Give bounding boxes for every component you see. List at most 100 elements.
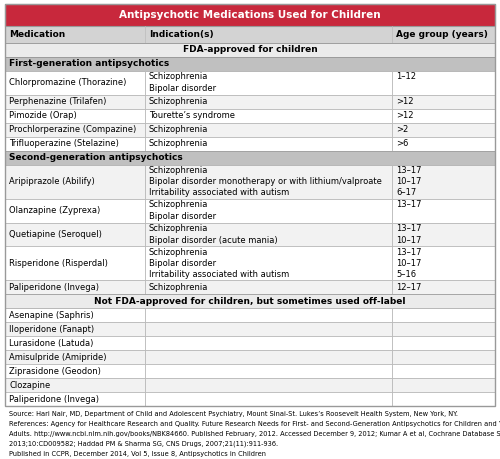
Bar — [392, 109, 495, 123]
Bar — [144, 280, 392, 294]
Text: Bipolar disorder: Bipolar disorder — [148, 259, 216, 268]
Text: 6–17: 6–17 — [396, 188, 416, 197]
Bar — [5, 246, 144, 280]
Bar — [5, 350, 144, 364]
Bar — [5, 165, 144, 199]
Text: Age group (years): Age group (years) — [396, 30, 488, 39]
Text: FDA-approved for children: FDA-approved for children — [182, 45, 318, 54]
Text: Irritability associated with autism: Irritability associated with autism — [148, 188, 289, 197]
Bar — [5, 43, 495, 57]
Text: Perphenazine (Trilafen): Perphenazine (Trilafen) — [9, 97, 106, 106]
Bar — [5, 199, 144, 223]
Bar — [144, 336, 392, 350]
Bar — [144, 378, 392, 392]
Text: Bipolar disorder monotherapy or with lithium/valproate: Bipolar disorder monotherapy or with lit… — [148, 177, 382, 186]
Bar — [392, 308, 495, 322]
Text: Source: Hari Nair, MD, Department of Child and Adolescent Psychiatry, Mount Sina: Source: Hari Nair, MD, Department of Chi… — [9, 411, 458, 417]
Bar — [392, 109, 495, 123]
Text: Antipsychotic Medications Used for Children: Antipsychotic Medications Used for Child… — [119, 10, 381, 20]
Bar — [144, 165, 392, 199]
Bar — [5, 151, 495, 165]
Bar — [144, 109, 392, 123]
Text: Iloperidone (Fanapt): Iloperidone (Fanapt) — [9, 325, 94, 334]
Bar — [5, 109, 144, 123]
Bar — [392, 165, 495, 199]
Bar — [144, 223, 392, 246]
Text: Irritability associated with autism: Irritability associated with autism — [148, 270, 289, 279]
Bar — [5, 322, 144, 336]
Bar — [392, 378, 495, 392]
Bar — [392, 199, 495, 223]
Bar — [144, 223, 392, 246]
Bar — [5, 123, 144, 137]
Bar — [392, 322, 495, 336]
Text: 5–16: 5–16 — [396, 270, 416, 279]
Text: Schizophrenia: Schizophrenia — [148, 73, 208, 81]
Text: Schizophrenia: Schizophrenia — [148, 166, 208, 175]
Bar — [5, 223, 144, 246]
Bar — [144, 199, 392, 223]
Bar — [392, 364, 495, 378]
Bar — [392, 392, 495, 406]
Bar — [392, 95, 495, 109]
Text: Bipolar disorder: Bipolar disorder — [148, 84, 216, 93]
Bar — [5, 151, 495, 165]
Text: 12–17: 12–17 — [396, 283, 421, 292]
Bar — [392, 336, 495, 350]
Text: 1–12: 1–12 — [396, 73, 416, 81]
Bar — [392, 378, 495, 392]
Bar — [392, 280, 495, 294]
Text: Schizophrenia: Schizophrenia — [148, 125, 208, 134]
Text: References: Agency for Healthcare Research and Quality. Future Research Needs fo: References: Agency for Healthcare Resear… — [9, 421, 500, 427]
Bar — [144, 71, 392, 95]
Bar — [144, 350, 392, 364]
Text: Schizophrenia: Schizophrenia — [148, 283, 208, 292]
Bar — [392, 350, 495, 364]
Bar — [392, 199, 495, 223]
Text: 13–17: 13–17 — [396, 166, 421, 175]
Bar — [392, 336, 495, 350]
Bar — [144, 95, 392, 109]
Bar — [5, 95, 144, 109]
Bar — [5, 26, 495, 43]
Bar — [392, 137, 495, 151]
Bar — [5, 165, 144, 199]
Text: 2013;10:CD009582; Haddad PM & Sharma SG, CNS Drugs, 2007;21(11):911-936.: 2013;10:CD009582; Haddad PM & Sharma SG,… — [9, 441, 278, 447]
Bar — [144, 246, 392, 280]
Text: Trifluoperazine (Stelazine): Trifluoperazine (Stelazine) — [9, 139, 119, 148]
Bar — [144, 336, 392, 350]
Text: 13–17: 13–17 — [396, 224, 421, 233]
Bar — [5, 57, 495, 71]
Bar — [144, 246, 392, 280]
Bar — [392, 95, 495, 109]
Text: Prochlorperazine (Compazine): Prochlorperazine (Compazine) — [9, 125, 136, 134]
Bar — [392, 223, 495, 246]
Bar — [144, 322, 392, 336]
Text: Paliperidone (Invega): Paliperidone (Invega) — [9, 283, 99, 292]
Bar — [5, 246, 144, 280]
Bar — [5, 280, 144, 294]
Text: Olanzapine (Zyprexa): Olanzapine (Zyprexa) — [9, 206, 100, 215]
Bar — [5, 392, 144, 406]
Bar — [392, 364, 495, 378]
Text: Pimozide (Orap): Pimozide (Orap) — [9, 111, 77, 120]
Bar — [392, 308, 495, 322]
Bar — [144, 280, 392, 294]
Bar — [5, 199, 144, 223]
Bar — [392, 123, 495, 137]
Text: >12: >12 — [396, 111, 413, 120]
Bar — [5, 137, 144, 151]
Text: Published in CCPR, December 2014, Vol 5, Issue 8, Antipsychotics in Children: Published in CCPR, December 2014, Vol 5,… — [9, 451, 266, 457]
Bar — [392, 350, 495, 364]
Bar — [5, 71, 144, 95]
Text: Paliperidone (Invega): Paliperidone (Invega) — [9, 395, 99, 403]
Text: 13–17: 13–17 — [396, 200, 421, 209]
Text: Asenapine (Saphris): Asenapine (Saphris) — [9, 311, 94, 320]
Text: Clozapine: Clozapine — [9, 381, 50, 390]
Text: Second-generation antipsychotics: Second-generation antipsychotics — [9, 153, 183, 162]
Bar — [5, 364, 144, 378]
Bar — [5, 109, 144, 123]
Text: 10–17: 10–17 — [396, 259, 421, 268]
Text: Schizophrenia: Schizophrenia — [148, 97, 208, 106]
Bar — [392, 246, 495, 280]
